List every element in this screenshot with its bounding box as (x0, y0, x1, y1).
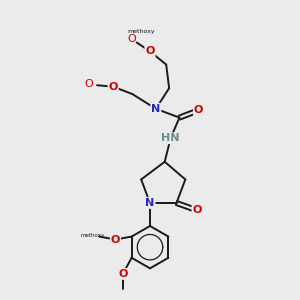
Text: O: O (194, 105, 203, 115)
Text: methoxy: methoxy (128, 29, 155, 34)
Text: O: O (111, 235, 120, 244)
Text: O: O (128, 34, 136, 44)
Text: O: O (85, 79, 93, 89)
Text: O: O (109, 82, 118, 92)
Text: N: N (146, 198, 154, 208)
Text: O: O (192, 206, 202, 215)
Text: O: O (145, 46, 155, 56)
Text: HN: HN (161, 133, 180, 143)
Text: N: N (151, 104, 160, 114)
Text: methoxy: methoxy (80, 232, 105, 238)
Text: O: O (118, 269, 128, 279)
